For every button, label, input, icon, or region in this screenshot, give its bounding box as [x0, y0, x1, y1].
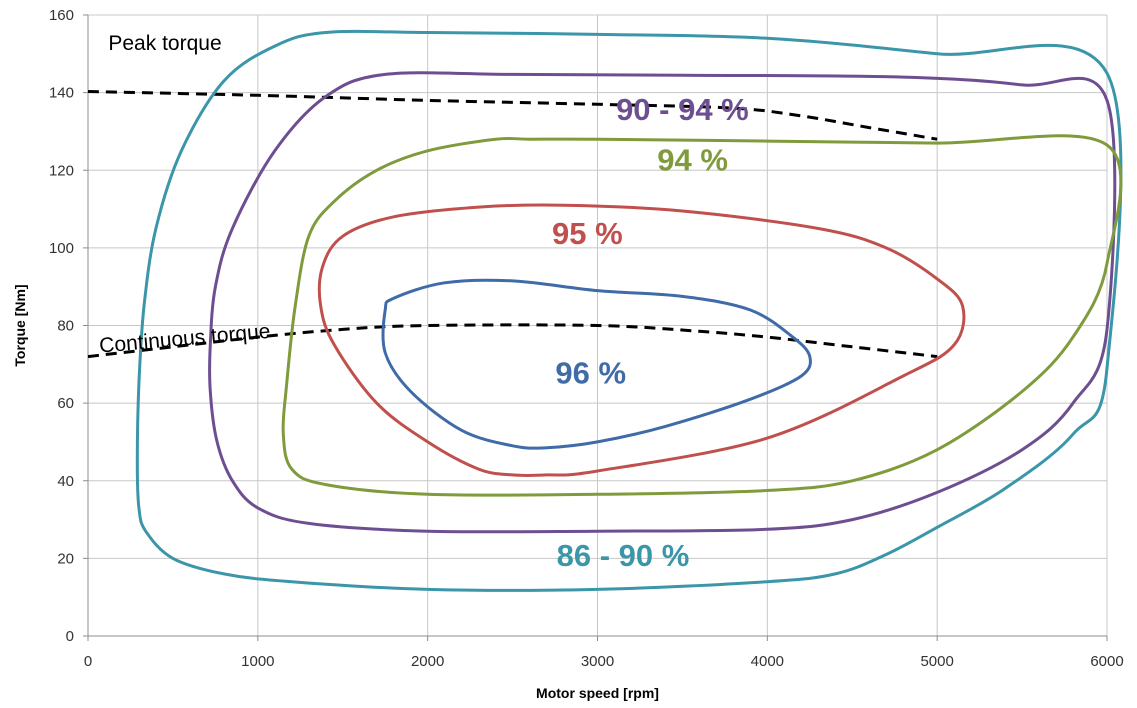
axes — [83, 14, 1108, 641]
y-tick-label: 120 — [49, 162, 74, 179]
x-tick-label: 1000 — [241, 653, 274, 670]
efficiency-contour-2 — [208, 71, 1117, 534]
x-axis-title: Motor speed [rpm] — [536, 685, 659, 701]
annotations: 86 - 90 % 90 - 94 % 94 % 95 % 96 % Peak torqu… — [98, 32, 748, 573]
efficiency-label-1: 86 - 90 % — [557, 538, 690, 573]
x-tick-label: 4000 — [751, 653, 784, 670]
x-tick-label: 5000 — [920, 653, 953, 670]
y-tick-label: 100 — [49, 240, 74, 257]
y-tick-label: 140 — [49, 85, 74, 102]
efficiency-contour-4 — [317, 203, 966, 478]
x-tick-label: 6000 — [1090, 653, 1123, 670]
x-tick-label: 2000 — [411, 653, 444, 670]
efficiency-contour-3 — [281, 134, 1123, 497]
x-tick-label: 3000 — [581, 653, 614, 670]
efficiency-contours — [135, 29, 1123, 592]
y-axis-title: Torque [Nm] — [12, 284, 28, 366]
y-tick-label: 40 — [57, 473, 74, 490]
efficiency-label-3: 94 % — [657, 142, 728, 177]
efficiency-label-5: 96 % — [555, 356, 626, 391]
torque-label-peak: Peak torque — [108, 32, 221, 55]
torque-line-continuous — [87, 323, 938, 359]
y-tick-label: 80 — [57, 318, 74, 335]
efficiency-contour-5 — [381, 278, 812, 450]
tick-labels: 0 1000 2000 3000 4000 5000 6000 0 20 40 60 80 100 120… — [49, 7, 1124, 670]
y-tick-label: 0 — [66, 628, 74, 645]
efficiency-contour-1 — [135, 29, 1123, 592]
torque-lines — [87, 90, 938, 359]
y-tick-label: 160 — [49, 7, 74, 24]
y-tick-label: 20 — [57, 550, 74, 567]
efficiency-label-4: 95 % — [552, 216, 623, 251]
efficiency-label-2: 90 - 94 % — [616, 92, 749, 127]
torque-line-peak — [87, 90, 938, 141]
y-tick-label: 60 — [57, 395, 74, 412]
x-tick-label: 0 — [84, 653, 92, 670]
